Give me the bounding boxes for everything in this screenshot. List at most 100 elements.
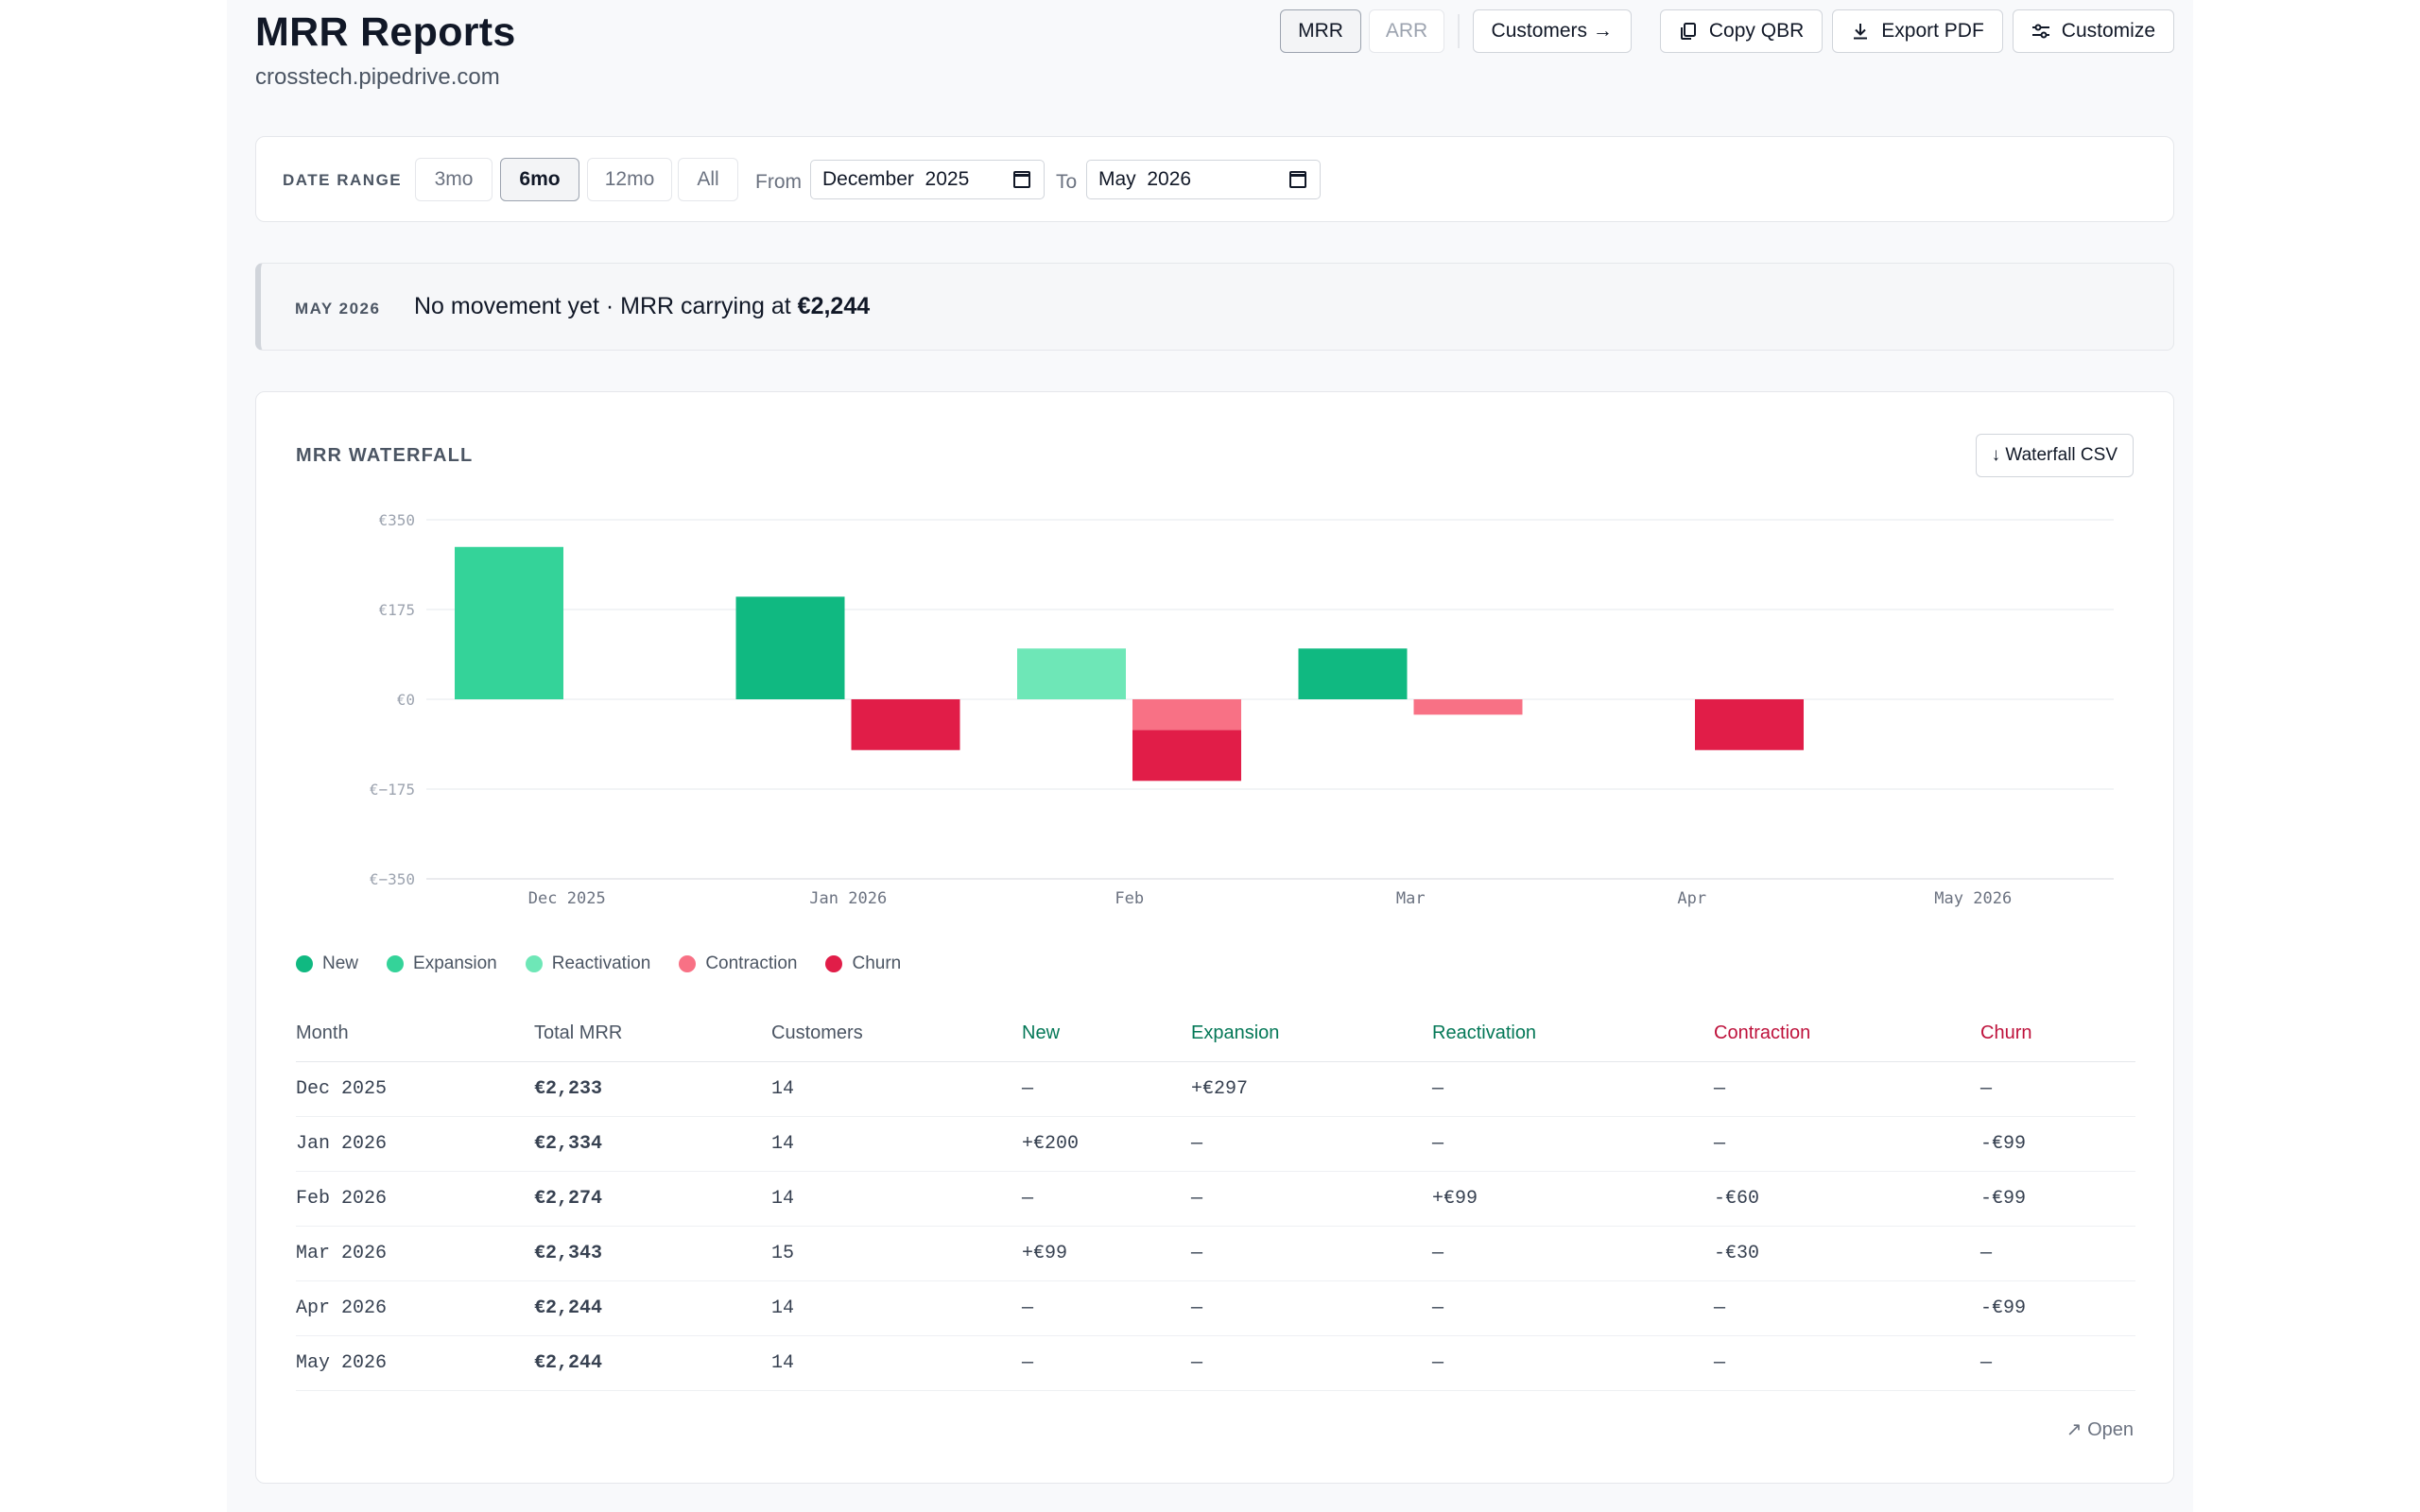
table-cell: €2,244	[534, 1280, 771, 1336]
table-cell: —	[1432, 1116, 1714, 1172]
table-cell: —	[1432, 1335, 1714, 1391]
copy-icon	[1679, 22, 1698, 41]
bar-new	[735, 596, 845, 699]
table-cell: —	[1714, 1335, 1980, 1391]
column-header-total-mrr[interactable]: Total MRR	[534, 1006, 771, 1062]
mrr-toggle-button[interactable]: MRR	[1280, 9, 1362, 53]
preset-12mo-button[interactable]: 12mo	[587, 158, 672, 201]
column-header-contraction[interactable]: Contraction	[1714, 1006, 1980, 1062]
legend-swatch	[679, 955, 697, 972]
table-cell: —	[1191, 1116, 1432, 1172]
waterfall-csv-button[interactable]: ↓ Waterfall CSV	[1975, 434, 2134, 477]
legend-item-contraction: Contraction	[679, 954, 797, 974]
customers-link-button[interactable]: Customers →	[1472, 9, 1632, 53]
table-row: Dec 2025 €2,233 14— +€297— — —	[296, 1061, 2135, 1117]
date-range-label: DATE RANGE	[283, 171, 403, 189]
download-icon	[1851, 22, 1870, 41]
column-header-reactivation[interactable]: Reactivation	[1432, 1006, 1714, 1062]
y-tick-label: €−350	[370, 870, 415, 888]
bar-reactivation	[1017, 648, 1126, 699]
banner-month: MAY 2026	[295, 300, 381, 318]
table-cell: -€60	[1714, 1171, 1980, 1227]
table-cell: —	[1191, 1280, 1432, 1336]
bar-contraction	[1413, 699, 1523, 715]
table-cell: —	[1980, 1061, 2135, 1117]
header-actions: MRR ARR Customers → Copy QBR Export PDF …	[1280, 9, 2174, 53]
column-header-churn[interactable]: Churn	[1980, 1006, 2135, 1062]
calendar-icon[interactable]	[1013, 171, 1030, 188]
open-link[interactable]: ↗ Open	[2066, 1419, 2134, 1440]
table-cell: Feb 2026	[296, 1171, 534, 1227]
chart-legend: New Expansion Reactivation Contraction Churn	[296, 954, 929, 974]
x-tick-label: Dec 2025	[528, 889, 606, 908]
x-tick-label: May 2026	[1934, 889, 2012, 908]
copy-qbr-button[interactable]: Copy QBR	[1659, 9, 1824, 53]
y-tick-label: €175	[378, 601, 415, 619]
table-cell: —	[1022, 1061, 1191, 1117]
table-cell: +€297	[1191, 1061, 1432, 1117]
x-tick-label: Jan 2026	[809, 889, 887, 908]
table-cell: -€30	[1714, 1226, 1980, 1281]
table-cell: —	[1714, 1061, 1980, 1117]
table-cell: May 2026	[296, 1335, 534, 1391]
export-pdf-label: Export PDF	[1881, 20, 1984, 42]
table-row: Apr 2026 €2,244 14— — — — -€99	[296, 1280, 2135, 1336]
legend-label: Expansion	[413, 954, 497, 973]
export-pdf-button[interactable]: Export PDF	[1832, 9, 2003, 53]
arr-toggle-button[interactable]: ARR	[1369, 9, 1445, 53]
column-header-customers[interactable]: Customers	[771, 1006, 1022, 1062]
page-title: MRR Reports	[255, 9, 516, 55]
table-cell: 15	[771, 1226, 1022, 1281]
table-cell: -€99	[1980, 1116, 2135, 1172]
table-cell: 14	[771, 1335, 1022, 1391]
banner-text: No movement yet · MRR carrying at	[414, 293, 798, 319]
waterfall-card: MRR WATERFALL ↓ Waterfall CSV €350 €175 €0…	[255, 391, 2174, 1484]
column-header-new[interactable]: New	[1022, 1006, 1191, 1062]
preset-3mo-button[interactable]: 3mo	[415, 158, 493, 201]
table-cell: Dec 2025	[296, 1061, 534, 1117]
table-cell: Apr 2026	[296, 1280, 534, 1336]
table-cell: —	[1432, 1280, 1714, 1336]
y-tick-label: €0	[397, 691, 415, 709]
report-container: MRR Reports crosstech.pipedrive.com MRR …	[255, 0, 2174, 1512]
legend-item-expansion: Expansion	[387, 954, 497, 974]
table-cell: —	[1191, 1335, 1432, 1391]
legend-label: Reactivation	[551, 954, 651, 973]
bar-churn	[1695, 699, 1804, 750]
banner-message: No movement yet · MRR carrying at €2,244	[414, 293, 870, 320]
copy-qbr-label: Copy QBR	[1708, 20, 1805, 42]
to-date-input[interactable]: May 2026	[1086, 160, 1321, 199]
table-cell: +€99	[1022, 1226, 1191, 1281]
table-cell: €2,233	[534, 1061, 771, 1117]
table-cell: €2,334	[534, 1116, 771, 1172]
table-row: Mar 2026 €2,343 15 +€99— — -€30—	[296, 1226, 2135, 1281]
bar-new	[1298, 648, 1408, 699]
table-cell: €2,343	[534, 1226, 771, 1281]
x-tick-label: Apr	[1677, 889, 1706, 908]
table-cell: —	[1714, 1116, 1980, 1172]
from-label: From	[755, 171, 802, 193]
legend-item-reactivation: Reactivation	[525, 954, 651, 974]
y-tick-label: €−175	[370, 781, 415, 799]
preset-6mo-button[interactable]: 6mo	[500, 158, 579, 201]
from-date-value: December 2025	[822, 168, 970, 190]
calendar-icon[interactable]	[1289, 171, 1306, 188]
preset-all-button[interactable]: All	[678, 158, 738, 201]
legend-label: New	[322, 954, 359, 973]
table-cell: —	[1714, 1280, 1980, 1336]
customize-button[interactable]: Customize	[2012, 9, 2174, 53]
table-row: Feb 2026 €2,274 14— — +€99 -€60 -€99	[296, 1171, 2135, 1227]
table-cell: -€99	[1980, 1280, 2135, 1336]
legend-swatch	[825, 955, 843, 972]
column-header-month[interactable]: Month	[296, 1006, 534, 1062]
table-cell: —	[1022, 1335, 1191, 1391]
bar-churn	[851, 699, 960, 750]
table-cell: 14	[771, 1171, 1022, 1227]
banner-mrr-value: €2,244	[797, 293, 871, 319]
table-cell: —	[1980, 1226, 2135, 1281]
customize-label: Customize	[2061, 20, 2155, 42]
table-cell: —	[1432, 1061, 1714, 1117]
table-cell: —	[1022, 1280, 1191, 1336]
from-date-input[interactable]: December 2025	[810, 160, 1045, 199]
column-header-expansion[interactable]: Expansion	[1191, 1006, 1432, 1062]
